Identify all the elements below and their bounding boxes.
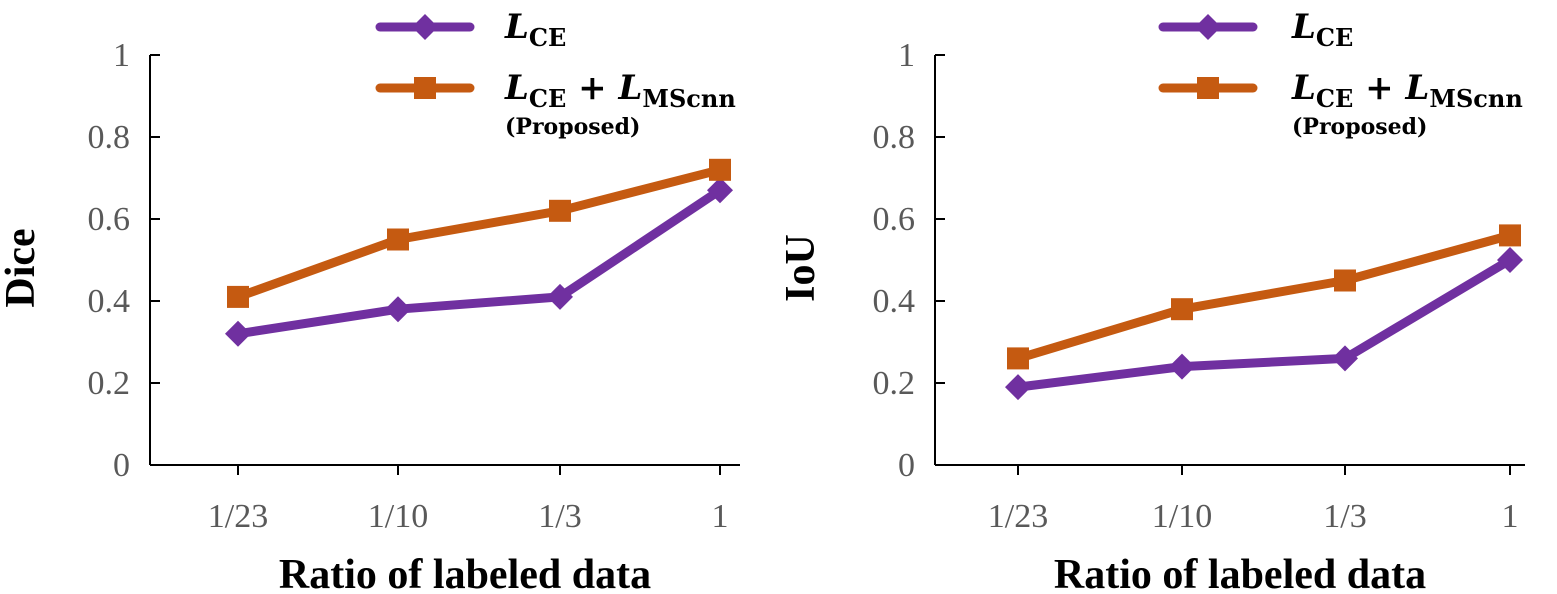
series-line-2 xyxy=(233,165,725,302)
y-tick-label: 0.6 xyxy=(88,201,131,238)
x-tick-label: 1/10 xyxy=(1152,498,1212,535)
y-axis-title: IoU xyxy=(778,234,824,302)
y-tick-label: 0 xyxy=(898,447,915,484)
y-axis-title: Dice xyxy=(0,228,44,307)
data-point-diamond xyxy=(385,296,411,323)
data-point-square xyxy=(1499,224,1521,247)
y-tick-label: 0.8 xyxy=(873,119,916,156)
y-tick-label: 0.6 xyxy=(873,201,916,238)
data-point-diamond xyxy=(547,283,573,310)
legend-marker-square xyxy=(1197,77,1219,99)
data-point-square xyxy=(549,199,571,222)
x-tick-label: 1/23 xyxy=(988,498,1048,535)
data-point-diamond xyxy=(1497,247,1523,273)
x-tick-label: 1 xyxy=(712,498,729,535)
y-tick-label: 1 xyxy=(898,37,915,74)
x-tick-label: 1/10 xyxy=(368,498,428,535)
legend-note: (Proposed) xyxy=(505,114,640,140)
y-tick-label: 0 xyxy=(113,447,130,484)
data-point-square xyxy=(1171,298,1193,321)
data-point-square xyxy=(1007,347,1029,370)
x-tick-label: 1 xyxy=(1502,498,1519,535)
series-line-2 xyxy=(1013,230,1515,363)
chart-2: 0 0.2 0.4 0.6 0.8 1 1/23 1/10 1/3 1 Ratio of label… xyxy=(778,7,1525,594)
data-point-diamond xyxy=(1169,353,1195,380)
x-tick-label: 1/3 xyxy=(538,498,581,535)
y-tick-label: 0.2 xyxy=(873,365,916,402)
data-point-diamond xyxy=(707,177,733,204)
data-point-diamond xyxy=(1005,374,1031,401)
y-tick-label: 0.2 xyxy=(88,365,131,402)
y-tick-label: 0.4 xyxy=(88,283,131,320)
legend-marker-diamond xyxy=(1195,14,1221,40)
data-point-diamond xyxy=(225,320,251,347)
legend-label-1: LCE xyxy=(1291,7,1353,52)
legend-label-1: LCE xyxy=(504,7,566,52)
series-line-1 xyxy=(1013,255,1515,392)
x-tick-label: 1/3 xyxy=(1323,498,1366,535)
y-tick-label: 0.4 xyxy=(873,283,916,320)
data-point-diamond xyxy=(1332,345,1358,372)
legend-label-2: LCE + LMScnn xyxy=(504,68,736,113)
y-tick-label: 0.8 xyxy=(88,119,131,156)
legend-label-2: LCE + LMScnn xyxy=(1291,68,1523,113)
legend-note: (Proposed) xyxy=(1292,114,1427,140)
data-point-square xyxy=(1334,269,1356,292)
legend-marker-square xyxy=(414,77,436,99)
data-point-square xyxy=(387,228,409,251)
data-point-square xyxy=(709,158,731,181)
y-tick-label: 1 xyxy=(113,37,130,74)
series-line-1 xyxy=(233,185,725,339)
x-axis-title: Ratio of labeled data xyxy=(279,552,651,594)
x-axis-title: Ratio of labeled data xyxy=(1054,552,1426,594)
x-tick-label: 1/23 xyxy=(208,498,268,535)
chart-1: 0 0.2 0.4 0.6 0.8 1 1/23 1/10 1/3 1 Ratio of label… xyxy=(0,7,740,594)
data-point-square xyxy=(227,285,249,308)
legend-marker-diamond xyxy=(412,14,438,40)
